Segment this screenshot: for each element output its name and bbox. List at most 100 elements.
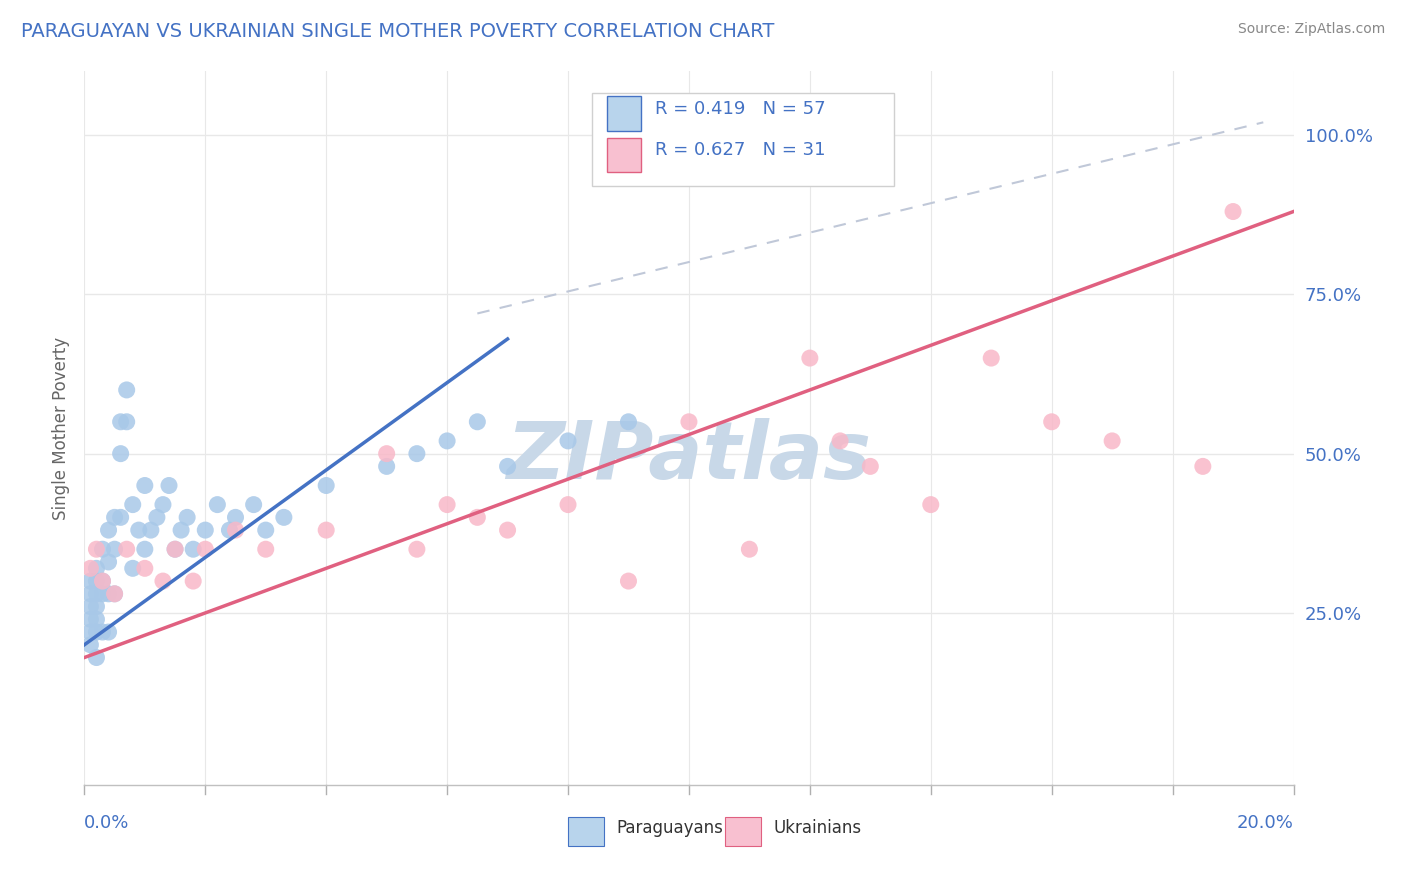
Point	[406, 447, 429, 461]
Point	[86, 561, 108, 575]
Point	[104, 587, 127, 601]
Point	[115, 542, 138, 557]
Point	[86, 599, 108, 614]
FancyBboxPatch shape	[592, 93, 894, 186]
Point	[97, 587, 120, 601]
Point	[678, 415, 700, 429]
Point	[91, 625, 114, 640]
Point	[254, 542, 277, 557]
Text: Paraguayans: Paraguayans	[616, 820, 723, 838]
Point	[242, 498, 264, 512]
Point	[1222, 204, 1244, 219]
Point	[1040, 415, 1063, 429]
Point	[315, 523, 337, 537]
Bar	[607, 137, 641, 172]
Bar	[725, 817, 762, 846]
Point	[920, 498, 942, 512]
Point	[134, 478, 156, 492]
Point	[181, 542, 204, 557]
Point	[467, 510, 489, 524]
Point	[91, 587, 114, 601]
Point	[617, 415, 640, 429]
Point	[115, 415, 138, 429]
Point	[738, 542, 761, 557]
Point	[91, 542, 114, 557]
Point	[557, 434, 579, 448]
Point	[315, 478, 337, 492]
Point	[110, 415, 132, 429]
Point	[110, 447, 132, 461]
Point	[1192, 459, 1215, 474]
Point	[91, 574, 114, 588]
Text: PARAGUAYAN VS UKRAINIAN SINGLE MOTHER POVERTY CORRELATION CHART: PARAGUAYAN VS UKRAINIAN SINGLE MOTHER PO…	[21, 22, 775, 41]
Point	[79, 638, 101, 652]
Point	[104, 587, 127, 601]
Point	[467, 415, 489, 429]
Point	[207, 498, 229, 512]
Point	[86, 650, 108, 665]
Point	[104, 542, 127, 557]
Point	[86, 574, 108, 588]
Point	[1101, 434, 1123, 448]
Point	[97, 523, 120, 537]
Point	[176, 510, 198, 524]
Point	[152, 498, 174, 512]
Bar	[607, 96, 641, 130]
Text: 0.0%: 0.0%	[84, 814, 129, 831]
Point	[79, 587, 101, 601]
Point	[980, 351, 1002, 365]
Point	[110, 510, 132, 524]
Point	[181, 574, 204, 588]
Point	[128, 523, 150, 537]
Point	[97, 625, 120, 640]
Point	[557, 498, 579, 512]
Point	[194, 523, 217, 537]
Y-axis label: Single Mother Poverty: Single Mother Poverty	[52, 336, 70, 520]
Point	[375, 459, 398, 474]
Point	[86, 612, 108, 626]
Point	[496, 523, 519, 537]
Text: R = 0.627   N = 31: R = 0.627 N = 31	[655, 141, 825, 159]
Point	[859, 459, 882, 474]
Point	[115, 383, 138, 397]
Bar	[568, 817, 605, 846]
Point	[91, 574, 114, 588]
Point	[375, 447, 398, 461]
Point	[799, 351, 821, 365]
Point	[79, 625, 101, 640]
Point	[139, 523, 162, 537]
Point	[134, 542, 156, 557]
Point	[121, 561, 143, 575]
Point	[406, 542, 429, 557]
Point	[104, 510, 127, 524]
Point	[134, 561, 156, 575]
Text: Source: ZipAtlas.com: Source: ZipAtlas.com	[1237, 22, 1385, 37]
Point	[79, 574, 101, 588]
Point	[436, 498, 458, 512]
Point	[254, 523, 277, 537]
Point	[86, 625, 108, 640]
Point	[86, 587, 108, 601]
Text: Ukrainians: Ukrainians	[773, 820, 862, 838]
Point	[79, 561, 101, 575]
Point	[146, 510, 169, 524]
Point	[170, 523, 193, 537]
Point	[121, 498, 143, 512]
Point	[97, 555, 120, 569]
Point	[225, 523, 247, 537]
Point	[157, 478, 180, 492]
Point	[496, 459, 519, 474]
Point	[165, 542, 187, 557]
Point	[79, 599, 101, 614]
Point	[830, 434, 852, 448]
Point	[436, 434, 458, 448]
Point	[225, 510, 247, 524]
Text: ZIPatlas: ZIPatlas	[506, 417, 872, 496]
Text: R = 0.419   N = 57: R = 0.419 N = 57	[655, 100, 825, 118]
Point	[218, 523, 240, 537]
Point	[194, 542, 217, 557]
Point	[86, 542, 108, 557]
Point	[152, 574, 174, 588]
Point	[617, 574, 640, 588]
Text: 20.0%: 20.0%	[1237, 814, 1294, 831]
